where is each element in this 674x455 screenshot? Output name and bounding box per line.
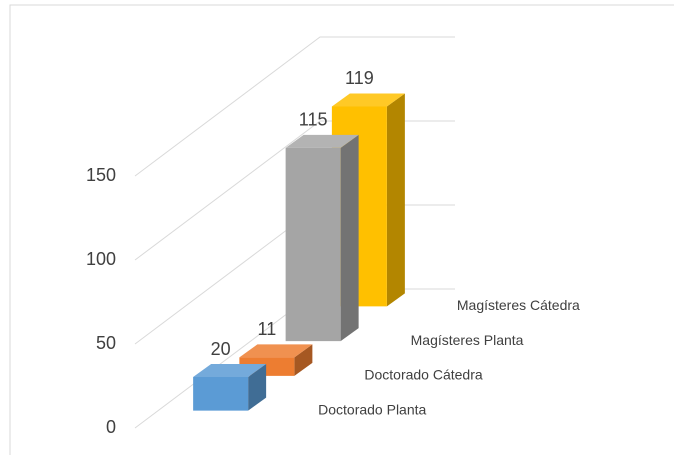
bar-side [340,134,359,342]
y-tick-label: 0 [106,417,116,437]
value-label: 11 [258,319,277,339]
bar [239,344,313,376]
chart-frame [9,4,674,455]
bar-top [331,93,405,107]
grid-line [134,120,455,261]
category-label: Magísteres Planta [411,332,524,348]
bar-side [294,344,313,376]
y-tick-label: 150 [86,165,116,185]
y-tick-label: 100 [86,249,116,269]
category-label: Doctorado Cátedra [364,367,483,383]
value-label: 20 [211,339,231,359]
category-label: Magísteres Cátedra [457,297,580,313]
y-tick-label: 50 [96,333,116,353]
bar [193,364,267,411]
bar-side [248,364,267,411]
bar [285,134,359,342]
bar-front [285,147,341,342]
bar-top [239,344,313,358]
value-label: 119 [345,68,374,88]
bar-top [285,134,359,148]
value-label: 115 [299,110,328,130]
bar-side [386,93,405,307]
bar-front [193,377,249,411]
category-label: Doctorado Planta [318,401,426,417]
grid-line [134,36,455,177]
bar-top [193,364,267,378]
